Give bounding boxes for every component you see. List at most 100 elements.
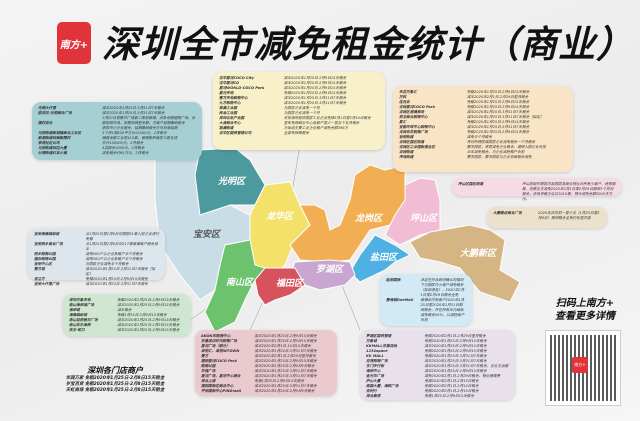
info-row: 壹方天地购物中心 减半2020年1月25日-3月31日7天租金 — [219, 96, 379, 101]
info-venue: 福田国际区商业中心 — [201, 384, 234, 388]
info-row: 大鹏建设商业广场 2020年农历初一至十五（1月25日至2月8日）期间租金全免约优… — [493, 211, 601, 221]
info-row: 宝安大仟里广场 减半2020年1月25日-3月31日7天租金 — [34, 282, 159, 287]
info-row: 海岸城 减半租金 — [69, 308, 185, 313]
info-venue: 南山益田假日广场 — [69, 318, 98, 322]
label-longgang: 龙岗区 — [354, 213, 384, 224]
info-detail: 减免300户以企业及租户半个月租金 — [85, 257, 143, 261]
info-venue: 西乡购物公园 — [34, 252, 56, 256]
info-venue: 壹方 — [201, 354, 209, 358]
info-detail: 1月20日至春节广场第二周后商铺，涉及金额超物广场，金 — [102, 116, 196, 120]
info-detail: 免租2020年2月1日-2月29日整月租金 — [424, 334, 486, 338]
chain-store-line: 岁宝百货 免租2020年1月25日-2月8日15天租金 — [65, 382, 165, 387]
district-longhua[interactable] — [249, 181, 311, 276]
info-venue: 大浪商业中心 — [219, 121, 241, 125]
info-venue: 九方购物中心 — [219, 101, 241, 105]
info-detail: 减半2020年1月25日-3月31日7天租金 — [424, 359, 487, 363]
info-row: 铁塔社区公司 共计150000元，2月租金 — [38, 141, 196, 146]
info-row: 壹方 减半2020年2月1日-2月29日整月租金 — [201, 354, 331, 359]
info-detail: 免租2020年1月25日-2月9日15天租金 — [466, 105, 530, 109]
info-detail: 承担中小企业租金，延期缴纳租金方可协商延期 — [102, 126, 178, 130]
info-venue: 佳兆业 — [399, 100, 410, 104]
info-venue: 欧亚达·光明商业广场 — [38, 111, 72, 115]
info-detail: 免租2020年2月1日-2月15日租金 — [424, 379, 479, 383]
district-pingshan[interactable] — [384, 177, 441, 246]
info-row: 盐田国际 决定在符合政府确认的情况下为园区内小商户减免租金（盐田港务），2020年… — [386, 278, 466, 298]
info-venue: 龙华区国资管理公司 — [219, 131, 252, 135]
info-detail: 为街道主要工业企业租户减免金额396万 — [283, 126, 349, 130]
info-venue: 龙华星河CO — [219, 81, 240, 85]
info-row: 龙岗星河COCO Park 免租2020年1月25日-2月9日15天租金 — [399, 105, 567, 110]
info-venue: 福永购物公园 — [34, 257, 56, 261]
label-dapeng: 大鹏新区 — [460, 248, 498, 259]
district-dapeng[interactable] — [409, 224, 521, 303]
info-detail: 减半2020年1月25日-2月9日15天租金 — [254, 334, 317, 338]
info-venue: 大鹏建设商业广场 — [493, 211, 522, 215]
info-venue: 布吉万象汇 — [399, 90, 417, 94]
info-detail: 免租2020年1月25日-2月9日15天租金 — [466, 130, 530, 134]
info-row: 1234space 免租2020年1月25日-2月9日15天租金 — [366, 349, 509, 354]
info-row: 观澜工业园 为园区企业减免一个月 — [219, 106, 379, 111]
info-detail: 共计150000元，2月租金 — [102, 141, 144, 145]
info-row: 百货购物广场 减半2020年1月25日-3月31日7天租金 — [366, 359, 509, 364]
info-venue: 京基滨河时代购物广场 — [201, 339, 237, 343]
info-row: 宝安西乡商业广场 从1月25日至2月8日对217家商铺商户租金减半 — [34, 242, 159, 252]
info-detail: 减半2020年1月25日-3月31日7天租金 — [283, 101, 347, 105]
info-detail: 商铺年内免商户2020年1月25日至2020年1月31日期间租金，并在所有年内继… — [420, 298, 465, 322]
info-venue: 马田街道新城镇商业工业区 — [38, 131, 82, 135]
info-venue: 龙岗星河COCO Park — [399, 105, 436, 109]
info-detail: 减半2020年1月25日-2月9日15天租金 — [283, 76, 347, 80]
info-venue: 坪地街道 — [399, 155, 414, 159]
info-row: 海雅缤纷城 免租1月25日-2月9日15天租金 — [69, 313, 185, 318]
info-detail: 减免2020年2月1日-2月29日租金，物业管理费 — [424, 374, 501, 378]
info-row: 南山益田假日广场 减半2020年1月25日-2月9日15天租金 — [69, 318, 185, 323]
info-row: 金光华广场 减免2020年2月1日-2月29日租金，物业管理费 — [366, 374, 509, 379]
info-venue: 观澜工业园 — [219, 106, 237, 110]
info-row: 九方购物中心 减半2020年1月25日-3月31日7天租金 — [219, 101, 379, 106]
info-venue: 龙岗百花购物广场 — [399, 130, 428, 134]
info-row: 新湖街道圳美新围村 铺面金额工业区415家，管辖面积商区三面五成 — [38, 136, 196, 141]
district-nanshan[interactable] — [204, 239, 266, 333]
info-row: 1月20日至春节广场第二周后商铺，涉及金额超物广场，金 — [38, 116, 196, 121]
info-detail: 减半2020年2月1日-2月29日整月租金 — [254, 354, 316, 358]
info-venue: 民治工业园 — [219, 111, 237, 115]
info-venue: 庐山大厦 — [366, 379, 381, 383]
info-row: 福田国际区商业中心 减半2020年1月25日-3月31日7天租金 — [201, 384, 331, 389]
info-detail: 半年减免租金，为企业减轻租户负担 — [466, 150, 525, 154]
info-row: 壹方城 减半2020年1月25日-3月31日7天租金（拟定） — [34, 267, 159, 277]
info-detail: 为园区企业减免一个月 — [283, 111, 320, 115]
info-venue: AKON印购物中心 — [201, 334, 231, 338]
info-venue: 龙岗区港澳商场 — [399, 110, 425, 114]
info-row: KKMALL京基百纳 减半2020年1月25日-2月9日15天租金 — [366, 344, 509, 349]
info-venue: 宝安海雅缤纷城 — [34, 232, 60, 236]
info-venue: 罗湖区国资管理 — [366, 334, 392, 338]
info-row: 京基滨河时代购物广场 减半2020年1月25日-2月9日15天租金 — [201, 339, 331, 344]
info-detail: 为园区企业减免一个月 — [283, 106, 320, 110]
qr-caption-line1: 扫码上南方+ — [555, 298, 615, 309]
info-venue: 华强广场 — [201, 369, 216, 373]
info-venue: 宝立方 — [34, 277, 45, 281]
info-detail: 免租2020年1月25日-2月9日15天租金 — [466, 120, 530, 124]
district-futian[interactable] — [254, 267, 306, 306]
info-detail: 未按场所提供园区工业企业免除2月1日至2月10日租金 — [283, 116, 371, 120]
info-row: 深业泰然 免租1月25日-2月9日15天租金 — [366, 394, 509, 399]
info-detail: 减半2020年1月25日-2月9日15天租金 — [117, 318, 180, 322]
qr-code[interactable]: 南方+ — [545, 330, 621, 406]
info-detail: 减半2020年1月25日-2月9日15天租金 — [424, 344, 487, 348]
info-venue: 南国大厦、海鲜广场 — [366, 384, 399, 388]
info-row: AKON印购物中心 减半2020年1月25日-2月9日15天租金 — [201, 334, 331, 339]
label-guangming: 光明区 — [217, 176, 247, 187]
info-row: 壹海城OneMall 商铺年内免商户2020年1月25日至2020年1月31日期间… — [386, 298, 466, 323]
nanfang-plus-logo: 南方+ — [57, 22, 91, 64]
info-detail: 减半2020年1月25日-3月31日7天租金 — [254, 349, 317, 353]
info-row: 佳兆业 免租2020年1月25日-2月9日15天租金 — [399, 100, 567, 105]
info-venue: 海雅缤纷城 — [69, 313, 87, 317]
info-detail: 免租2020年2月1日-2月15日租金 — [424, 389, 479, 393]
district-yantian[interactable] — [349, 234, 412, 283]
info-row: 布吉万象汇 免租2020年1月25日-2月9日15天租金 — [399, 90, 567, 95]
info-venue: 万象城 — [366, 339, 377, 343]
info-row: 欢乐·蛇口 减半2020年1月25日-2月9日15天租金 — [69, 328, 185, 333]
info-row: 公明街道红本小镇 减免租金约65万元，2月租金 — [38, 151, 196, 156]
info-row: 华强广场 减半2020年1月25日-3月31日7天租金 — [201, 369, 331, 374]
info-detail: 减半2020年1月25日-3月31日7天租金，含业主出租 — [424, 364, 509, 368]
